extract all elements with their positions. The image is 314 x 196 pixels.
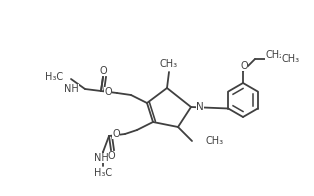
Text: O: O: [104, 87, 112, 97]
Text: CH₃: CH₃: [281, 54, 299, 64]
Text: O: O: [240, 61, 248, 71]
Text: NH: NH: [64, 84, 79, 94]
Text: H₃C: H₃C: [94, 168, 112, 178]
Text: NH: NH: [94, 153, 108, 163]
Text: CH₃: CH₃: [160, 59, 178, 69]
Text: O: O: [99, 66, 107, 76]
Text: O: O: [112, 129, 120, 139]
Text: O: O: [107, 151, 115, 161]
Text: CH₂: CH₂: [265, 50, 283, 60]
Text: H₃C: H₃C: [45, 72, 63, 82]
Text: CH₃: CH₃: [206, 136, 224, 146]
Text: N: N: [196, 102, 204, 112]
